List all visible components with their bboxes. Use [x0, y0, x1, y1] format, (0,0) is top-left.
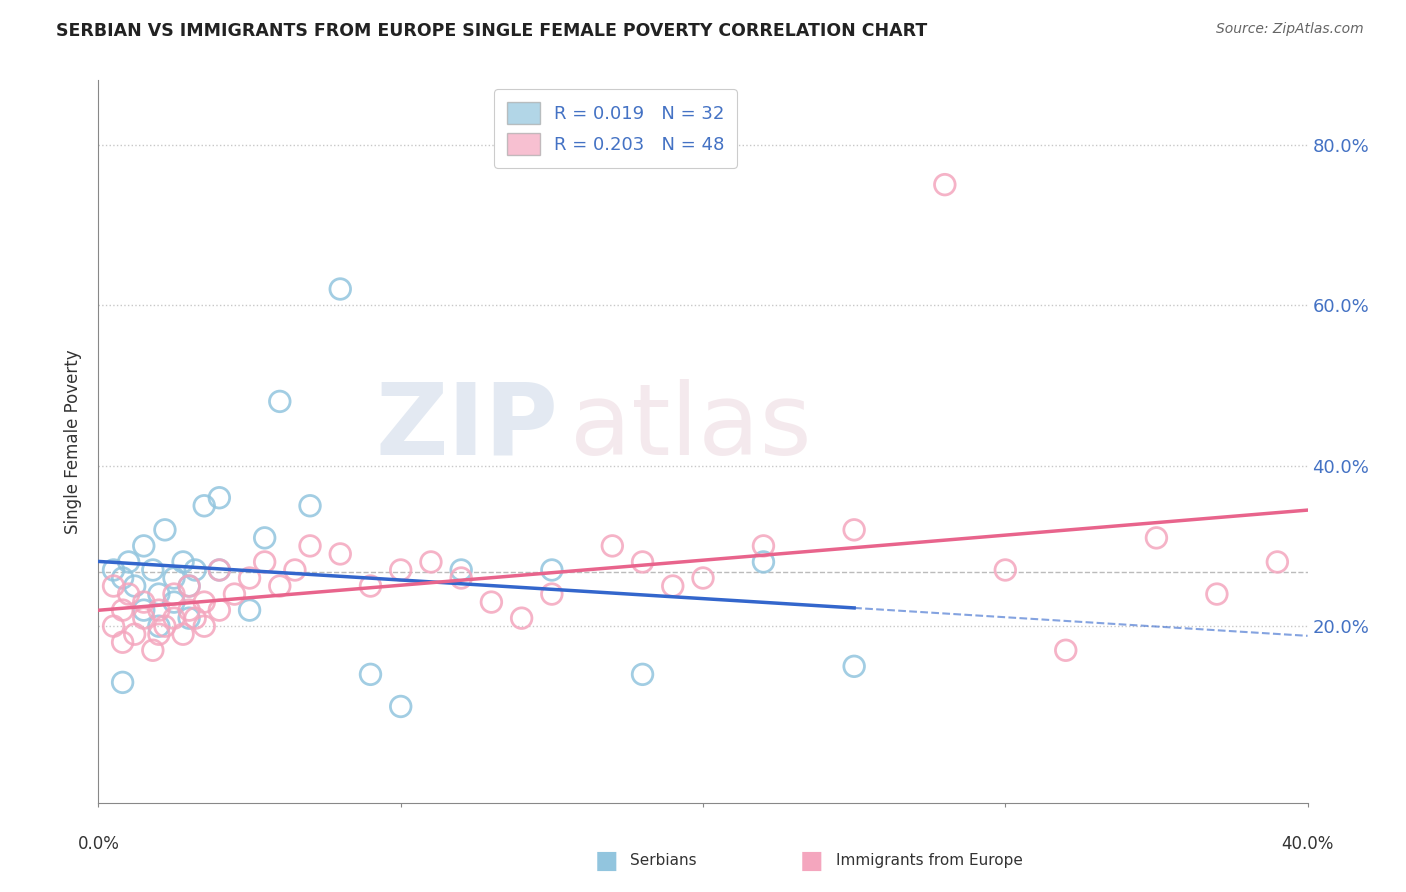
Point: [631, 667, 654, 681]
Point: [1144, 531, 1167, 545]
Point: [329, 282, 352, 296]
Point: [148, 627, 170, 641]
Point: [103, 619, 125, 633]
Point: [148, 603, 170, 617]
Point: [103, 579, 125, 593]
Point: [172, 555, 194, 569]
Point: [124, 627, 146, 641]
Point: [1054, 643, 1077, 657]
Point: [179, 611, 201, 625]
Point: [239, 571, 262, 585]
Point: [450, 563, 472, 577]
Point: [193, 619, 215, 633]
Point: [208, 491, 231, 505]
Point: [253, 555, 276, 569]
Y-axis label: Single Female Poverty: Single Female Poverty: [65, 350, 83, 533]
Point: [994, 563, 1017, 577]
Point: [163, 571, 186, 585]
Point: [844, 523, 866, 537]
Point: [208, 603, 231, 617]
Point: [118, 555, 141, 569]
Point: [269, 579, 291, 593]
Point: [692, 571, 714, 585]
Point: [111, 571, 134, 585]
Point: [360, 667, 382, 681]
Point: [224, 587, 246, 601]
Point: [179, 603, 201, 617]
Point: [299, 499, 322, 513]
Point: [111, 635, 134, 649]
Point: [752, 539, 775, 553]
Point: [172, 627, 194, 641]
Point: [163, 587, 186, 601]
Text: ■: ■: [595, 848, 619, 872]
Point: [163, 595, 186, 609]
Text: 0.0%: 0.0%: [77, 835, 120, 853]
Point: [389, 699, 412, 714]
Point: [481, 595, 503, 609]
Text: Source: ZipAtlas.com: Source: ZipAtlas.com: [1216, 22, 1364, 37]
Point: [360, 579, 382, 593]
Point: [118, 587, 141, 601]
Point: [179, 579, 201, 593]
Point: [179, 579, 201, 593]
Text: ZIP: ZIP: [375, 378, 558, 475]
Point: [184, 611, 207, 625]
Point: [299, 539, 322, 553]
Text: ■: ■: [800, 848, 824, 872]
Point: [602, 539, 624, 553]
Point: [163, 611, 186, 625]
Point: [193, 499, 215, 513]
Point: [389, 563, 412, 577]
Point: [284, 563, 307, 577]
Point: [208, 563, 231, 577]
Point: [661, 579, 683, 593]
Text: 40.0%: 40.0%: [1281, 835, 1334, 853]
Text: atlas: atlas: [569, 378, 811, 475]
Point: [934, 178, 956, 192]
Point: [124, 579, 146, 593]
Point: [208, 563, 231, 577]
Point: [1206, 587, 1229, 601]
Point: [631, 555, 654, 569]
Point: [153, 523, 176, 537]
Point: [142, 563, 165, 577]
Point: [844, 659, 866, 673]
Point: [148, 587, 170, 601]
Text: SERBIAN VS IMMIGRANTS FROM EUROPE SINGLE FEMALE POVERTY CORRELATION CHART: SERBIAN VS IMMIGRANTS FROM EUROPE SINGLE…: [56, 22, 928, 40]
Point: [540, 587, 562, 601]
Point: [132, 603, 155, 617]
Point: [253, 531, 276, 545]
Point: [193, 595, 215, 609]
Text: Immigrants from Europe: Immigrants from Europe: [837, 853, 1024, 868]
Text: Serbians: Serbians: [630, 853, 697, 868]
Point: [153, 619, 176, 633]
Point: [420, 555, 443, 569]
Point: [132, 611, 155, 625]
Point: [132, 595, 155, 609]
Point: [510, 611, 533, 625]
Point: [111, 603, 134, 617]
Legend: R = 0.019   N = 32, R = 0.203   N = 48: R = 0.019 N = 32, R = 0.203 N = 48: [495, 89, 737, 168]
Point: [148, 619, 170, 633]
Point: [184, 563, 207, 577]
Point: [540, 563, 562, 577]
Point: [450, 571, 472, 585]
Point: [132, 539, 155, 553]
Point: [269, 394, 291, 409]
Point: [1267, 555, 1289, 569]
Point: [329, 547, 352, 561]
Point: [239, 603, 262, 617]
Point: [752, 555, 775, 569]
Point: [103, 563, 125, 577]
Point: [142, 643, 165, 657]
Point: [111, 675, 134, 690]
